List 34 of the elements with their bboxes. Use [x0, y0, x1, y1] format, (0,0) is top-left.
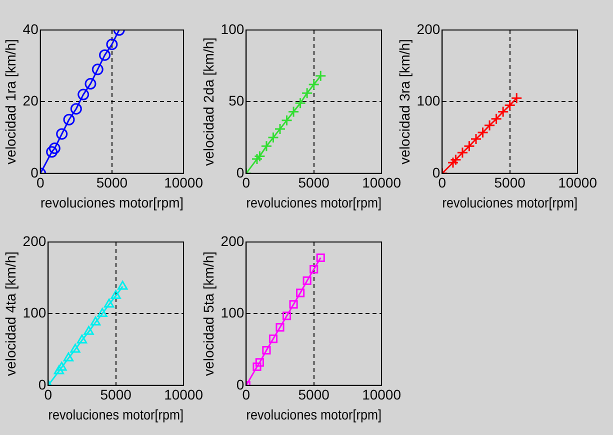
x-axis-title: revoluciones motor[rpm] [442, 194, 578, 211]
x-tick-label: 10000 [362, 386, 402, 403]
x-tick-label: 10000 [164, 386, 204, 403]
x-axis-title: revoluciones motor[rpm] [246, 194, 382, 211]
x-tick-label: 5000 [298, 386, 330, 403]
x-tick-label: 10000 [558, 174, 598, 191]
y-axis-title: velocidad 1ra [km/h] [2, 39, 18, 164]
y-tick-label: 0 [236, 164, 244, 180]
y-tick-label: 0 [236, 376, 244, 392]
x-tick-label: 5000 [298, 174, 330, 191]
y-tick-label: 100 [220, 304, 244, 321]
x-tick-label: 5000 [96, 174, 128, 191]
x-tick-label: 5000 [100, 386, 132, 403]
y-axis-title: velocidad 2da [km/h] [200, 37, 216, 166]
y-tick-label: 200 [220, 232, 244, 249]
x-axis-title: revoluciones motor[rpm] [48, 406, 184, 423]
x-tick-label: 10000 [164, 174, 204, 191]
y-tick-label: 200 [416, 20, 440, 37]
y-tick-label: 200 [22, 232, 46, 249]
x-axis-title: revoluciones motor[rpm] [40, 195, 184, 211]
y-tick-label: 40 [22, 20, 39, 37]
y-tick-label: 0 [432, 164, 440, 180]
y-axis-title: velocidad 3ra [km/h] [396, 39, 412, 164]
y-tick-label: 100 [220, 20, 244, 37]
y-axis-title: velocidad 5ta [km/h] [200, 251, 216, 376]
y-tick-label: 0 [38, 376, 46, 392]
y-tick-label: 50 [228, 92, 244, 109]
y-tick-label: 20 [22, 92, 39, 109]
x-tick-label: 10000 [362, 174, 402, 191]
x-tick-label: 5000 [494, 174, 526, 191]
y-axis-title: velocidad 4ta [km/h] [2, 251, 18, 376]
y-tick-label: 100 [416, 92, 440, 109]
y-tick-label: 100 [22, 304, 46, 321]
x-axis-title: revoluciones motor[rpm] [246, 406, 382, 423]
